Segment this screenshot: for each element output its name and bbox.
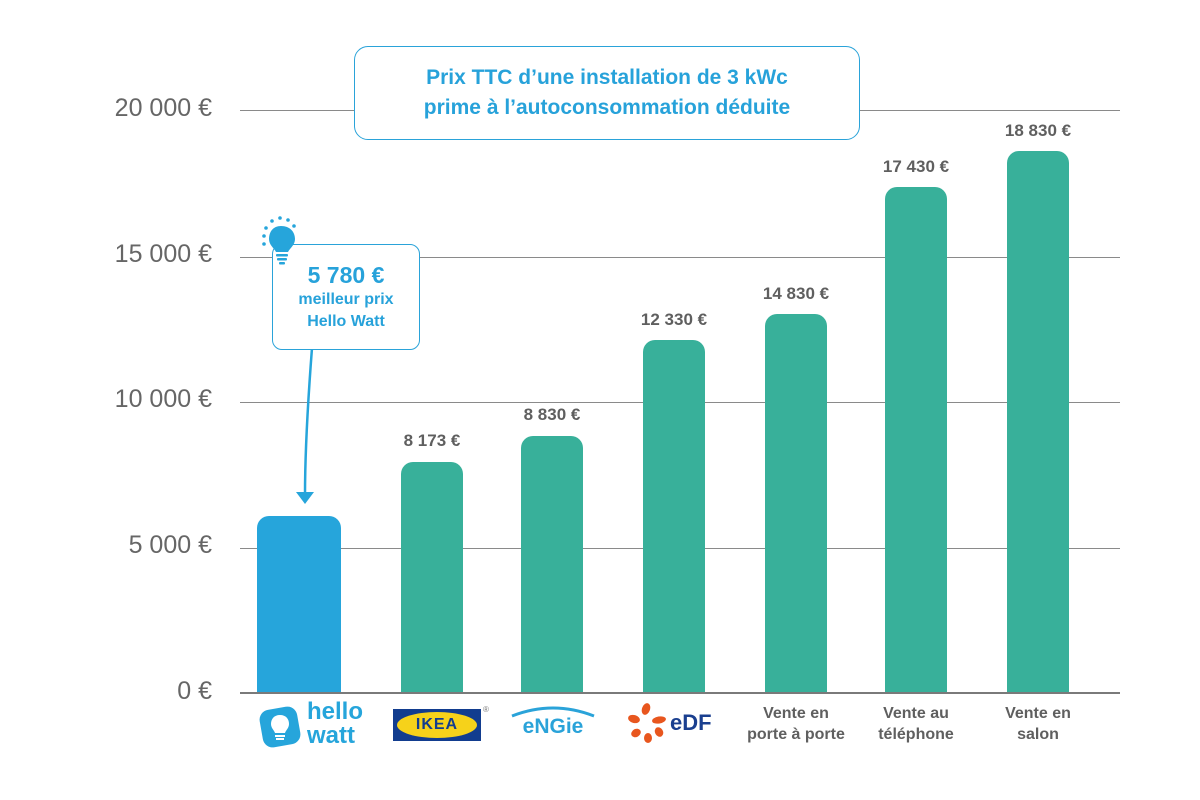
bar-telephone	[885, 187, 947, 693]
callout-line-1: meilleur prix	[298, 291, 394, 308]
x-label-telephone-line-2: téléphone	[878, 726, 954, 743]
engie-arc-icon	[511, 706, 595, 718]
bar-hello-watt	[257, 516, 341, 693]
x-label-salon-line-1: Vente en	[1005, 705, 1071, 722]
value-label-edf: 12 330 €	[640, 310, 708, 329]
hello-watt-logo-line-1: hello	[307, 698, 364, 725]
engie-logo-text: eNGie	[522, 715, 584, 738]
engie-logo: eNGie	[508, 704, 598, 744]
ikea-logo-oval: IKEA	[397, 712, 477, 738]
value-label-ikea: 8 173 €	[403, 431, 461, 450]
bar-edf	[643, 340, 705, 693]
chart-title-line-1: Prix TTC d’une installation de 3 kWc	[426, 66, 788, 89]
value-label-salon: 18 830 €	[1004, 121, 1072, 140]
callout-price: 5 780 €	[307, 262, 385, 288]
edf-logo: eDF	[626, 702, 726, 744]
hello-watt-logo: hello watt	[257, 698, 367, 752]
value-label-telephone: 17 430 €	[882, 157, 950, 176]
x-label-porte-a-porte: Vente en porte à porte	[726, 703, 866, 745]
bar-ikea	[401, 462, 463, 693]
x-label-porte-a-porte-line-2: porte à porte	[747, 726, 845, 743]
edf-logo-text: eDF	[670, 710, 712, 735]
y-tick-15000: 15 000 €	[114, 240, 212, 268]
value-label-porte-a-porte: 14 830 €	[762, 284, 830, 303]
chart-title-line-2: prime à l’autoconsommation déduite	[423, 96, 791, 119]
y-tick-5000: 5 000 €	[128, 531, 212, 559]
value-label-engie: 8 830 €	[523, 405, 581, 424]
x-label-porte-a-porte-line-1: Vente en	[763, 705, 829, 722]
x-label-telephone-line-1: Vente au	[883, 705, 949, 722]
y-tick-0: 0 €	[177, 677, 212, 705]
callout-arrow-icon	[296, 347, 314, 504]
bar-engie	[521, 436, 583, 693]
lightbulb-icon	[262, 216, 296, 265]
x-label-salon-line-2: salon	[1017, 726, 1059, 743]
callout-line-2: Hello Watt	[307, 313, 385, 330]
best-price-callout: 5 780 € meilleur prix Hello Watt	[272, 244, 420, 350]
bar-salon	[1007, 151, 1069, 693]
hello-watt-logo-line-2: watt	[307, 722, 355, 749]
x-label-telephone: Vente au téléphone	[846, 703, 986, 745]
chart-title-box: Prix TTC d’une installation de 3 kWc pri…	[354, 46, 860, 140]
y-tick-20000: 20 000 €	[114, 94, 212, 122]
bar-porte-a-porte	[765, 314, 827, 693]
ikea-registered-mark: ®	[483, 705, 489, 714]
x-label-salon: Vente en salon	[968, 703, 1108, 745]
ikea-logo: IKEA ®	[393, 705, 489, 741]
y-tick-10000: 10 000 €	[114, 385, 212, 413]
ikea-logo-text: IKEA	[415, 716, 459, 733]
hello-watt-lightbulb-icon	[259, 706, 301, 748]
gridline-15000	[240, 257, 1120, 258]
edf-sun-icon	[628, 703, 666, 743]
x-axis-baseline	[240, 692, 1120, 694]
